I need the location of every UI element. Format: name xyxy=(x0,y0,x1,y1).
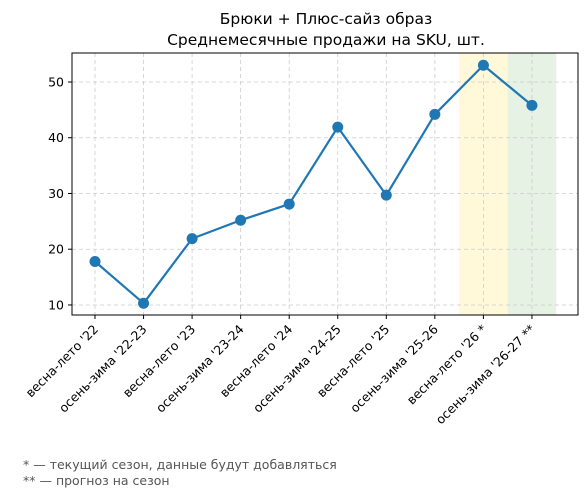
y-tick-label: 30 xyxy=(48,186,64,201)
footnote-forecast: ** — прогноз на сезон xyxy=(23,473,170,488)
data-point xyxy=(89,255,101,267)
footnote-current-season: * — текущий сезон, данные будут добавлят… xyxy=(23,457,337,472)
y-tick-label: 50 xyxy=(48,74,64,89)
y-tick-label: 40 xyxy=(48,130,64,145)
y-tick-label: 20 xyxy=(48,242,64,257)
data-point xyxy=(477,59,489,71)
chart-title: Брюки + Плюс-сайз образ xyxy=(220,10,432,28)
y-tick-label: 10 xyxy=(48,297,64,312)
data-point xyxy=(332,121,344,133)
x-tick-label: осень-зима '26-27 ** xyxy=(432,322,538,428)
plot-frame xyxy=(71,52,579,316)
data-point xyxy=(138,297,150,309)
y-axis: 10 20 30 40 50 xyxy=(48,74,72,312)
series-line-0 xyxy=(94,64,533,305)
data-point xyxy=(283,198,295,210)
highlight-bands xyxy=(459,53,557,315)
chart-subtitle: Среднемесячные продажи на SKU, шт. xyxy=(167,31,485,49)
x-tick-label: осень-зима '22-23 xyxy=(56,322,150,416)
series-line xyxy=(89,59,538,309)
x-tick-label: осень-зима '25-26 xyxy=(347,321,441,415)
x-tick-label: осень-зима '24-25 xyxy=(250,322,344,416)
grid xyxy=(72,53,578,315)
x-tick-label: осень-зима '23-24 xyxy=(153,321,247,415)
data-point xyxy=(526,99,538,111)
data-point xyxy=(235,214,247,226)
data-point xyxy=(429,108,441,120)
data-point xyxy=(380,189,392,201)
highlight-band-0 xyxy=(459,53,508,315)
data-point xyxy=(186,233,198,245)
